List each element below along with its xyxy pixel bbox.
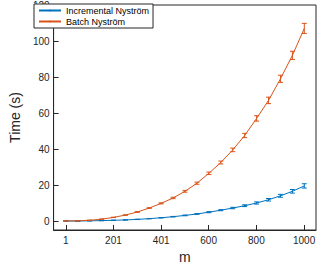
svg-text:800: 800 [248,235,265,246]
svg-text:m: m [179,249,191,265]
svg-text:1: 1 [63,235,69,246]
svg-text:Time (s): Time (s) [7,92,23,143]
svg-text:600: 600 [200,235,217,246]
svg-text:80: 80 [38,72,50,83]
svg-text:0: 0 [44,216,50,227]
svg-text:60: 60 [38,108,50,119]
svg-text:Batch Nyström: Batch Nyström [66,17,125,27]
svg-text:Incremental Nyström: Incremental Nyström [66,6,149,16]
svg-text:100: 100 [33,36,50,47]
svg-text:1000: 1000 [293,235,316,246]
svg-text:40: 40 [38,144,50,155]
svg-text:401: 401 [153,235,170,246]
svg-text:20: 20 [38,180,50,191]
svg-text:201: 201 [105,235,122,246]
